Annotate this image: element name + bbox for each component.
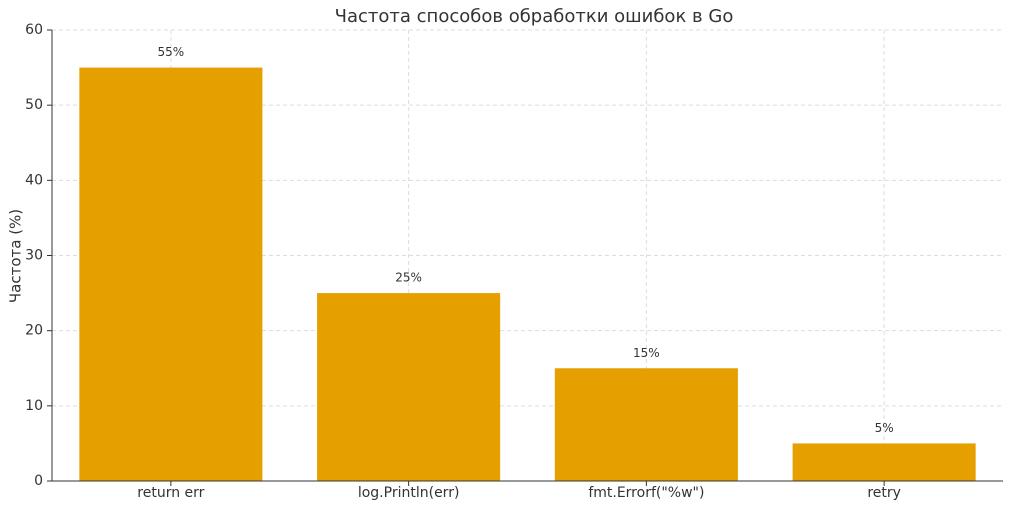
y-tick-label: 30 [25,248,43,264]
x-tick-label: return err [137,485,204,501]
value-label: 55% [158,45,185,59]
bar [79,67,263,481]
x-tick-label: log.Println(err) [358,485,460,501]
bar [792,443,976,481]
y-axis-label: Частота (%) [7,209,25,303]
chart-title: Частота способов обработки ошибок в Go [335,6,734,27]
x-tick-label: fmt.Errorf("%w") [588,485,704,501]
x-tick-label: retry [867,485,901,501]
y-tick-label: 50 [25,97,43,113]
y-tick-label: 60 [25,22,43,38]
y-tick-label: 20 [25,323,43,339]
value-label: 15% [633,346,660,360]
y-tick-label: 10 [25,398,43,414]
y-tick-label: 0 [34,473,43,489]
y-tick-label: 40 [25,172,43,188]
bar [554,368,738,481]
value-label: 25% [395,271,422,285]
value-label: 5% [875,421,894,435]
bar [317,293,501,481]
